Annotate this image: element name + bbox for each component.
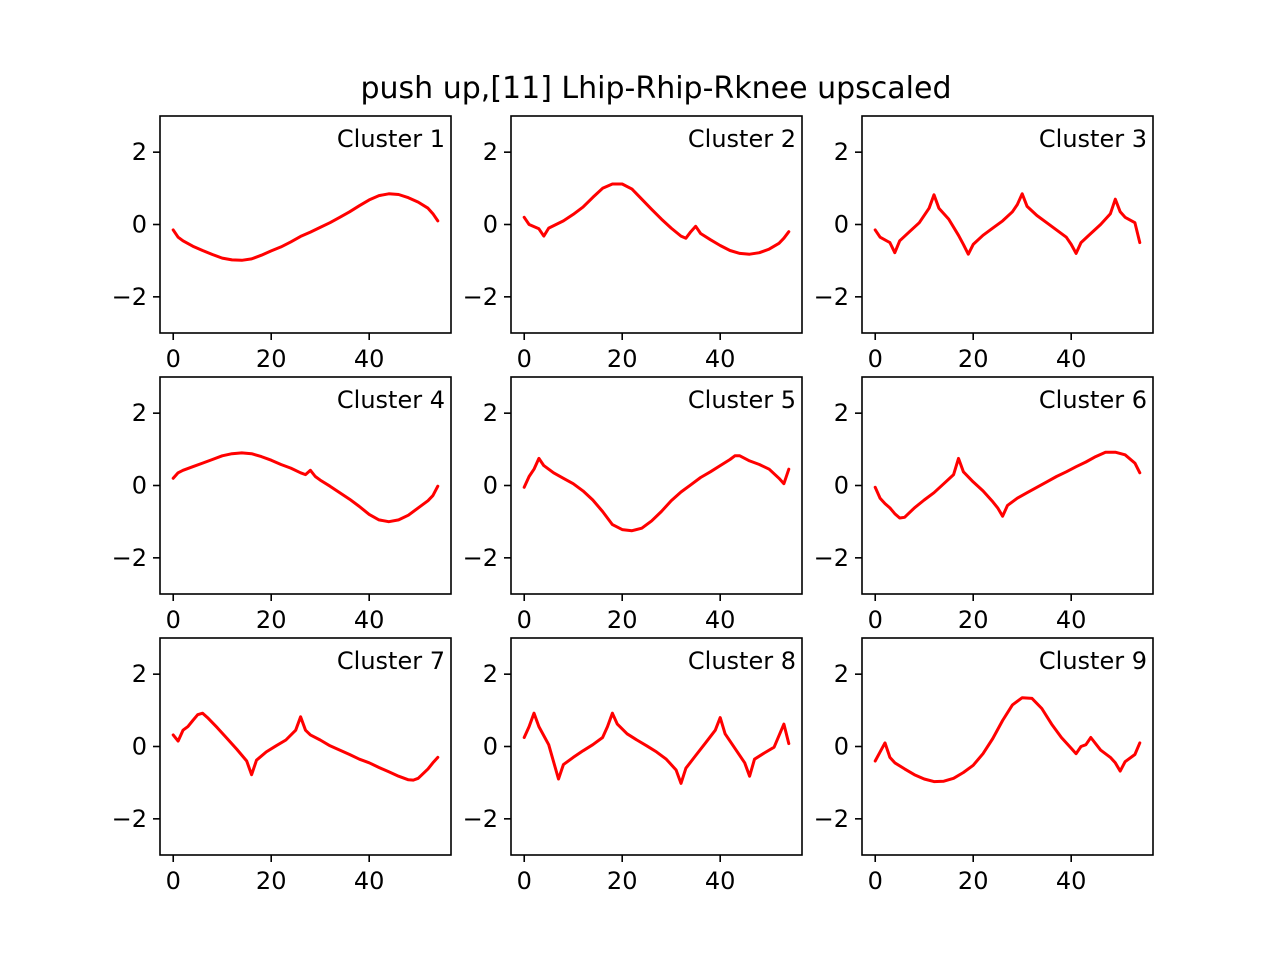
y-tick-label: 0 (834, 733, 849, 761)
cluster-label-9: Cluster 9 (1039, 647, 1147, 675)
x-tick-label: 0 (166, 345, 181, 373)
x-tick-label: 20 (607, 867, 638, 895)
series-line-9 (873, 696, 1142, 784)
y-tick-label: 2 (483, 138, 498, 166)
y-tick-label: 0 (132, 472, 147, 500)
y-tick-label: 0 (132, 211, 147, 239)
y-tick-label: 0 (834, 472, 849, 500)
x-tick-label: 40 (1056, 606, 1087, 634)
y-tick-label: 2 (132, 399, 147, 427)
y-tick-label: 2 (483, 660, 498, 688)
cluster-label-8: Cluster 8 (688, 647, 796, 675)
y-tick-label: 2 (834, 138, 849, 166)
y-tick-label: 2 (834, 399, 849, 427)
x-tick-label: 20 (256, 606, 287, 634)
x-tick-label: 40 (354, 606, 385, 634)
x-tick-label: 40 (705, 867, 736, 895)
series-line-3 (873, 192, 1142, 256)
y-tick-label: 0 (483, 472, 498, 500)
x-tick-label: 40 (1056, 867, 1087, 895)
y-tick-label: 2 (483, 399, 498, 427)
x-tick-label: 40 (705, 345, 736, 373)
cluster-label-6: Cluster 6 (1039, 386, 1147, 414)
cluster-label-2: Cluster 2 (688, 125, 796, 153)
y-tick-label: 0 (132, 733, 147, 761)
y-tick-label: −2 (463, 544, 498, 572)
series-line-7 (171, 711, 440, 782)
y-tick-label: 2 (132, 138, 147, 166)
series-line-1 (171, 192, 440, 262)
cluster-label-3: Cluster 3 (1039, 125, 1147, 153)
x-tick-label: 20 (607, 345, 638, 373)
y-tick-label: 0 (834, 211, 849, 239)
y-tick-label: −2 (814, 805, 849, 833)
y-tick-label: 0 (483, 733, 498, 761)
y-tick-label: 2 (132, 660, 147, 688)
series-line-8 (522, 711, 791, 785)
y-tick-label: −2 (463, 283, 498, 311)
x-tick-label: 40 (354, 867, 385, 895)
x-tick-label: 0 (868, 606, 883, 634)
x-tick-label: 20 (256, 345, 287, 373)
cluster-label-7: Cluster 7 (337, 647, 445, 675)
x-tick-label: 0 (166, 867, 181, 895)
series-line-2 (522, 182, 791, 256)
x-tick-label: 0 (517, 345, 532, 373)
cluster-label-1: Cluster 1 (337, 125, 445, 153)
x-tick-label: 0 (868, 867, 883, 895)
x-tick-label: 20 (958, 606, 989, 634)
x-tick-label: 0 (517, 867, 532, 895)
x-tick-label: 40 (705, 606, 736, 634)
y-tick-label: −2 (112, 283, 147, 311)
y-tick-label: −2 (463, 805, 498, 833)
y-tick-label: −2 (814, 283, 849, 311)
cluster-label-4: Cluster 4 (337, 386, 445, 414)
cluster-label-5: Cluster 5 (688, 386, 796, 414)
x-tick-label: 0 (166, 606, 181, 634)
series-line-5 (522, 454, 791, 533)
y-tick-label: −2 (112, 544, 147, 572)
y-tick-label: −2 (112, 805, 147, 833)
x-tick-label: 0 (517, 606, 532, 634)
figure-title: push up,[11] Lhip-Rhip-Rknee upscaled (360, 71, 951, 106)
series-line-4 (171, 451, 440, 524)
y-tick-label: 0 (483, 211, 498, 239)
series-line-6 (873, 450, 1142, 520)
x-tick-label: 20 (256, 867, 287, 895)
x-tick-label: 0 (868, 345, 883, 373)
x-tick-label: 20 (958, 867, 989, 895)
y-tick-label: −2 (814, 544, 849, 572)
x-tick-label: 40 (354, 345, 385, 373)
y-tick-label: 2 (834, 660, 849, 688)
x-tick-label: 40 (1056, 345, 1087, 373)
x-tick-label: 20 (958, 345, 989, 373)
x-tick-label: 20 (607, 606, 638, 634)
